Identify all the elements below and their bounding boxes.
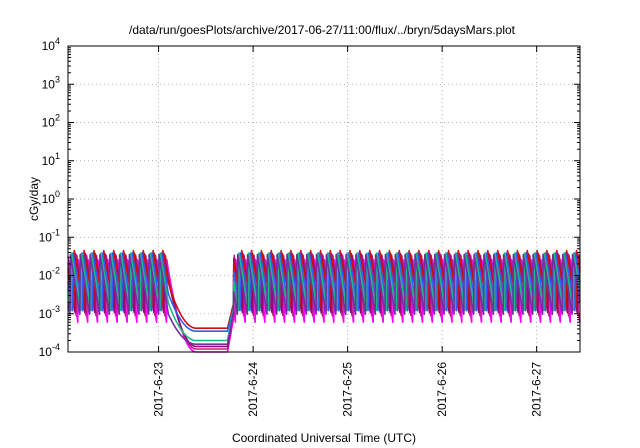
x-axis-label: Coordinated Universal Time (UTC) [232,431,416,445]
y-tick-label: 100 [42,189,60,206]
y-axis-label: cGy/day [27,177,41,221]
y-tick-label: 104 [42,36,60,53]
x-tick-label: 2017-6-23 [152,362,166,417]
y-tick-label: 101 [42,151,60,168]
y-tick-label: 10-3 [39,304,60,321]
series-line-6 [67,252,581,342]
x-tick-label: 2017-6-26 [435,362,449,417]
y-tick-label: 10-2 [39,266,60,283]
y-tick-label: 103 [42,74,60,91]
x-tick-label: 2017-6-24 [246,362,260,417]
x-axis: 2017-6-23 2017-6-24 2017-6-25 2017-6-26 2017… [152,46,544,417]
x-tick-label: 2017-6-27 [530,362,544,417]
chart-title: /data/run/goesPlots/archive/2017-06-27/1… [129,23,516,37]
y-tick-label: 10-1 [39,227,60,244]
y-axis: 10-4 10-3 10-2 10-1 100 101 102 103 104 [39,36,580,359]
y-tick-label: 102 [42,113,60,130]
x-tick-label: 2017-6-25 [341,362,355,417]
series-line-7 [67,253,581,346]
series-lines [67,249,581,353]
y-tick-label: 10-4 [39,342,60,359]
